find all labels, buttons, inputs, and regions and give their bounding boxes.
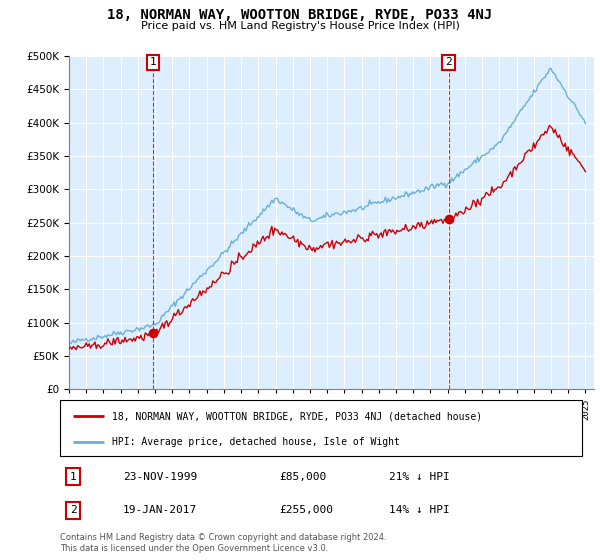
Text: 19-JAN-2017: 19-JAN-2017: [122, 505, 197, 515]
Text: 2: 2: [445, 57, 452, 67]
Text: 23-NOV-1999: 23-NOV-1999: [122, 472, 197, 482]
Text: 18, NORMAN WAY, WOOTTON BRIDGE, RYDE, PO33 4NJ (detached house): 18, NORMAN WAY, WOOTTON BRIDGE, RYDE, PO…: [112, 411, 482, 421]
Text: £255,000: £255,000: [279, 505, 333, 515]
Text: 1: 1: [70, 472, 76, 482]
FancyBboxPatch shape: [60, 400, 582, 456]
Text: 14% ↓ HPI: 14% ↓ HPI: [389, 505, 449, 515]
Text: 18, NORMAN WAY, WOOTTON BRIDGE, RYDE, PO33 4NJ: 18, NORMAN WAY, WOOTTON BRIDGE, RYDE, PO…: [107, 8, 493, 22]
Text: Price paid vs. HM Land Registry's House Price Index (HPI): Price paid vs. HM Land Registry's House …: [140, 21, 460, 31]
Text: £85,000: £85,000: [279, 472, 326, 482]
Text: Contains HM Land Registry data © Crown copyright and database right 2024.
This d: Contains HM Land Registry data © Crown c…: [60, 533, 386, 553]
Text: 21% ↓ HPI: 21% ↓ HPI: [389, 472, 449, 482]
Text: HPI: Average price, detached house, Isle of Wight: HPI: Average price, detached house, Isle…: [112, 437, 400, 447]
Text: 2: 2: [70, 505, 76, 515]
Text: 1: 1: [150, 57, 157, 67]
